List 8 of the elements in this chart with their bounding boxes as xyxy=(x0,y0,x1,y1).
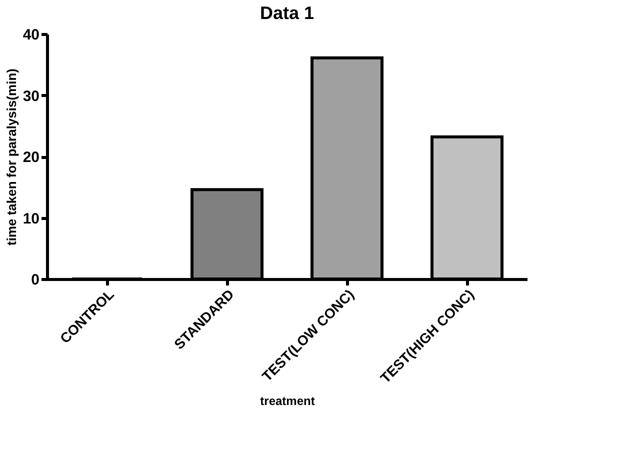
x-axis-title: treatment xyxy=(260,394,315,408)
y-tick-label: 30 xyxy=(22,88,40,105)
y-tick-label: 0 xyxy=(31,272,40,288)
chart-title: Data 1 xyxy=(260,3,314,23)
y-tick-label: 10 xyxy=(22,210,40,228)
y-tick-label: 40 xyxy=(22,26,40,44)
y-axis-title: time taken for paralysis(min) xyxy=(4,68,19,246)
y-tick-label: 20 xyxy=(22,149,40,166)
